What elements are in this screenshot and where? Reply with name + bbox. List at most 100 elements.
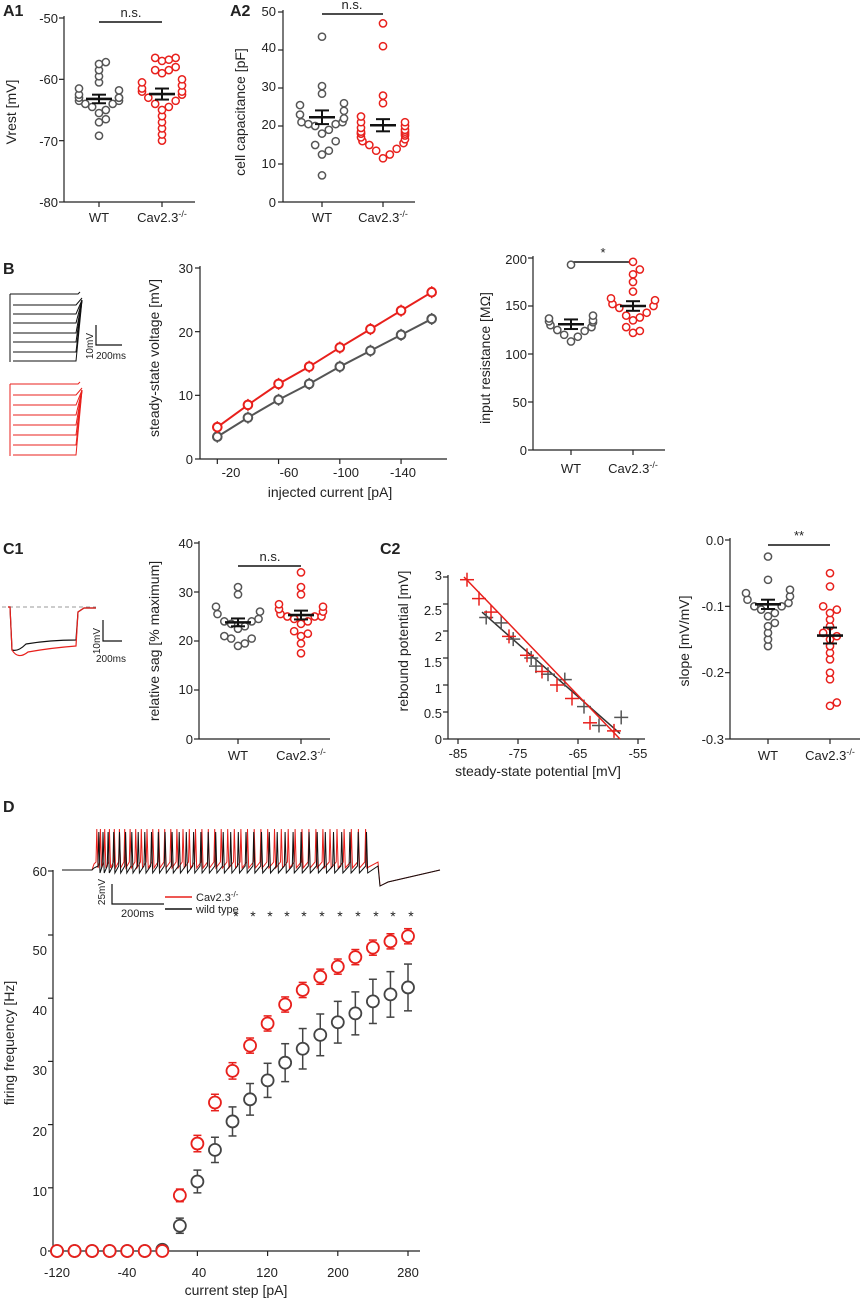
biv-wt-point	[242, 412, 254, 423]
c1-wt-point	[254, 614, 263, 624]
biv-wt-point	[212, 431, 223, 443]
biv-y-label: steady-state voltage [mV]	[146, 279, 162, 437]
biv-ytick: 20	[179, 325, 193, 340]
a1-cav-point	[171, 62, 181, 72]
brin-ytick: 100	[505, 347, 527, 362]
a2-cav-point	[400, 117, 410, 127]
a2-xtick-wt: WT	[312, 210, 332, 225]
chart-b-iv: steady-state voltage [mV] injected curre…	[146, 261, 416, 500]
b-trace-cav	[13, 389, 83, 406]
brin-cav-point	[628, 287, 638, 296]
a1-cav-point	[157, 68, 167, 78]
b-trace-cav	[10, 381, 81, 385]
d-cav-point	[137, 1244, 152, 1258]
brin-cav-point	[650, 295, 660, 305]
c1-scale-bar	[102, 620, 122, 642]
brin-cav-point	[621, 311, 631, 320]
c1-cav-point	[296, 639, 306, 648]
a2-cav-point	[378, 41, 388, 51]
biv-ytick: 30	[179, 261, 193, 276]
d-cav-point	[401, 929, 415, 944]
a2-cav-point	[378, 153, 388, 163]
a1-wt-point	[87, 102, 97, 112]
d-sig-star: *	[337, 908, 343, 924]
biv-xtick: -140	[390, 465, 416, 480]
biv-cav-point	[426, 286, 437, 298]
slope-cav-point	[825, 701, 835, 711]
c2-ytick: 0	[435, 732, 442, 747]
a2-wt-point	[324, 125, 334, 135]
brin-ytick: 50	[513, 395, 527, 410]
slope-ytick: -0.2	[702, 665, 724, 680]
a2-wt-point	[317, 81, 327, 91]
a2-xtick-cav: Cav2.3-/-	[358, 209, 408, 225]
d-cav-point	[365, 940, 380, 955]
slope-wt-point	[763, 575, 773, 585]
a1-ytick: -70	[39, 134, 58, 149]
a2-wt-point	[310, 140, 320, 150]
a2-cav-point	[385, 150, 395, 159]
a1-wt-point	[74, 84, 84, 93]
slope-ytick: -0.3	[702, 732, 724, 747]
biv-cav-point	[212, 421, 223, 433]
c1-cav-point	[296, 568, 306, 577]
c2-ytick: 1	[435, 681, 442, 696]
d-cav-point	[67, 1244, 82, 1258]
d-cav-point	[295, 983, 310, 997]
a2-ytick: 40	[262, 40, 276, 55]
biv-cav-line	[216, 291, 433, 428]
biv-cav-point	[303, 361, 315, 372]
a1-ytick: -50	[39, 11, 58, 26]
d-cav-point	[85, 1244, 99, 1258]
a1-wt-point	[101, 57, 111, 67]
biv-cav-point	[242, 399, 254, 411]
slope-wt-point	[770, 608, 780, 618]
chart-a1: Vrest [mV] -80 -70 -60 -50 WT Cav2.3-/- …	[3, 5, 187, 225]
slope-cav-point	[818, 601, 828, 611]
d-sig-star: *	[301, 908, 307, 924]
a2-ytick: 0	[269, 195, 276, 210]
d-wt-point	[208, 1142, 222, 1157]
slope-cav-point	[825, 608, 835, 618]
a2-wt-point	[339, 98, 349, 108]
a2-wt-point	[317, 32, 327, 42]
biv-wt-point	[426, 313, 437, 325]
a1-cav-point	[171, 53, 181, 63]
d-y-label: firing frequency [Hz]	[1, 981, 17, 1106]
brin-wt-point	[544, 314, 554, 323]
a2-cav-point	[392, 144, 402, 154]
slope-wt-point	[763, 621, 773, 631]
c1-sig: n.s.	[260, 549, 281, 564]
slope-cav-point	[832, 605, 842, 615]
c1-wt-point	[213, 609, 222, 619]
d-xtick: 120	[256, 1265, 278, 1280]
a2-cav-point	[378, 98, 388, 108]
c1-cav-point	[296, 582, 306, 592]
b-trace-wt	[13, 299, 83, 343]
d-sig-star: *	[319, 908, 325, 924]
d-ytick: 0	[40, 1244, 47, 1259]
brin-ytick: 150	[505, 298, 527, 313]
biv-xtick: -60	[280, 465, 299, 480]
panel-label-b: B	[3, 261, 15, 278]
d-cav-point	[313, 969, 328, 984]
a1-ytick: -80	[39, 195, 58, 210]
slope-sig: **	[794, 528, 804, 543]
d-ytick: 20	[33, 1124, 47, 1139]
brin-xtick-cav: Cav2.3-/-	[608, 460, 658, 476]
brin-wt-point	[588, 311, 598, 320]
d-xtick: -40	[118, 1265, 137, 1280]
chart-c2-slope: slope [mV/mV] 0.0 -0.1 -0.2 -0.3 WT Cav2…	[676, 528, 855, 763]
d-cav-point	[155, 1244, 170, 1258]
a2-cav-point	[378, 91, 388, 100]
c1-wt-point	[211, 602, 221, 612]
a2-wt-point	[331, 136, 341, 146]
panel-label-c2: C2	[380, 541, 401, 558]
c1-ytick: 0	[186, 732, 193, 747]
a1-cav-point	[164, 55, 174, 65]
c1-xtick-wt: WT	[228, 748, 248, 763]
c1-ytick: 10	[179, 682, 193, 697]
d-wt-point	[313, 1027, 328, 1042]
a1-cav-point	[150, 65, 160, 75]
c2-xtick: -75	[509, 746, 528, 761]
